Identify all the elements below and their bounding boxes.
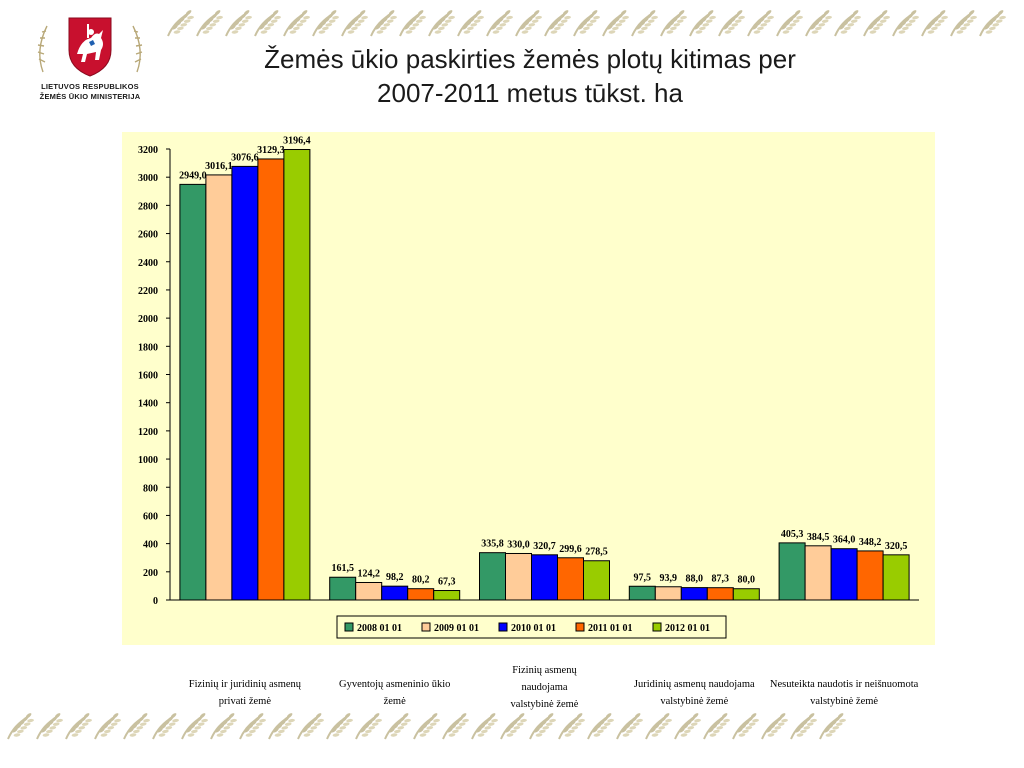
bar-2010-01-01-cat-0 (231, 165, 259, 601)
bar-2009-01-01-cat-3 (654, 586, 682, 601)
data-label: 405,3 (781, 529, 804, 540)
wheat-ornament-top (167, 10, 1006, 37)
data-label: 320,5 (885, 541, 908, 552)
legend-label: 2012 01 01 (665, 623, 710, 634)
bar-2008-01-01-cat-4 (778, 542, 806, 601)
data-label: 67,3 (438, 577, 456, 588)
legend-label: 2009 01 01 (434, 623, 479, 634)
coat-of-arms-icon (37, 17, 143, 77)
bar-2009-01-01-cat-1 (355, 581, 383, 601)
y-tick-label: 1600 (138, 371, 158, 382)
bar-2011-01-01-cat-0 (257, 158, 285, 601)
data-label: 80,0 (738, 575, 756, 586)
y-tick-label: 1200 (138, 427, 158, 438)
data-label: 2949,0 (179, 170, 207, 181)
legend-swatch (575, 622, 585, 632)
bar-2011-01-01-cat-2 (557, 557, 584, 601)
data-label: 3129,3 (257, 145, 285, 156)
y-tick-label: 3000 (138, 173, 158, 184)
data-label: 3016,1 (205, 161, 233, 172)
data-label: 364,0 (833, 535, 856, 546)
bar-2011-01-01-cat-4 (856, 550, 884, 601)
y-tick-label: 3200 (138, 145, 158, 156)
y-tick-label: 200 (143, 568, 158, 579)
category-label: Juridinių asmenų naudojama valstybinė žem… (633, 679, 755, 707)
bar-2009-01-01-cat-2 (505, 552, 532, 601)
data-label: 384,5 (807, 532, 830, 543)
bar-2010-01-01-cat-4 (830, 548, 858, 601)
bar-chart: 0 200 400 600 800 1000 1200 1400 1600 1800 2000 220… (138, 136, 919, 639)
logo-line-1: LIETUVOS RESPUBLIKOS (41, 82, 139, 91)
data-label: 88,0 (686, 574, 704, 585)
y-tick-label: 2600 (138, 230, 158, 241)
data-label: 278,5 (585, 547, 608, 558)
ministry-logo: LIETUVOS RESPUBLIKOS ŽEMĖS ŪKIO MINISTER… (25, 10, 155, 105)
data-label: 3196,4 (283, 136, 311, 147)
bar-2008-01-01-cat-0 (179, 183, 207, 601)
y-tick-label: 1400 (138, 399, 158, 410)
bar-2008-01-01-cat-3 (628, 585, 656, 601)
title-line-2: 2007-2011 metus tūkst. ha (377, 78, 683, 108)
y-tick-label: 2000 (138, 314, 158, 325)
category-label: Fizinių ir juridinių asmenų privati žemė (188, 679, 302, 707)
category-label: Nesuteikta naudotis ir neišnuomota valsty… (769, 679, 919, 707)
y-tick-label: 0 (153, 596, 158, 607)
y-tick-label: 2800 (138, 201, 158, 212)
y-tick-label: 400 (143, 540, 158, 551)
bar-2012-01-01-cat-2 (583, 560, 610, 601)
legend-swatch (652, 622, 662, 632)
data-label: 124,2 (357, 568, 380, 579)
bar-2011-01-01-cat-1 (407, 588, 435, 601)
data-label: 335,8 (481, 539, 504, 550)
legend-label: 2008 01 01 (357, 623, 402, 634)
y-tick-label: 2200 (138, 286, 158, 297)
bar-2011-01-01-cat-3 (706, 587, 734, 601)
data-label: 3076,6 (231, 152, 259, 163)
legend-swatch (344, 622, 354, 632)
bar-2008-01-01-cat-1 (329, 576, 357, 601)
data-label: 299,6 (559, 544, 582, 555)
data-label: 161,5 (331, 563, 354, 574)
data-label: 97,5 (634, 572, 652, 583)
legend-label: 2010 01 01 (511, 623, 556, 634)
bar-2012-01-01-cat-1 (433, 590, 461, 601)
bar-2012-01-01-cat-0 (283, 149, 311, 601)
data-label: 330,0 (507, 539, 530, 550)
data-label: 80,2 (412, 575, 430, 586)
data-label: 320,7 (533, 541, 556, 552)
wheat-ornament-bottom (7, 713, 846, 740)
data-label: 98,2 (386, 572, 404, 583)
bar-2012-01-01-cat-3 (732, 588, 760, 601)
bar-2009-01-01-cat-0 (205, 174, 233, 601)
category-label: Gyventojų asmeninio ūkio žemė (338, 679, 451, 707)
y-tick-label: 1800 (138, 342, 158, 353)
data-label: 93,9 (660, 573, 678, 584)
chart-area: 0 200 400 600 800 1000 1200 1400 1600 1800 2000 220… (122, 132, 935, 645)
title-line-1: Žemės ūkio paskirties žemės plotų kitima… (264, 44, 796, 74)
bar-2008-01-01-cat-2 (479, 552, 506, 601)
y-tick-label: 600 (143, 511, 158, 522)
y-tick-label: 1000 (138, 455, 158, 466)
bar-2010-01-01-cat-3 (680, 587, 708, 601)
bar-2010-01-01-cat-2 (531, 554, 558, 601)
bar-2009-01-01-cat-4 (804, 545, 832, 601)
legend-swatch (498, 622, 508, 632)
legend-label: 2011 01 01 (588, 623, 632, 634)
bar-2010-01-01-cat-1 (381, 585, 409, 601)
logo-line-2: ŽEMĖS ŪKIO MINISTERIJA (39, 92, 141, 101)
data-label: 87,3 (712, 574, 730, 585)
legend-swatch (421, 622, 431, 632)
chart-legend: 2008 01 01 2009 01 01 2010 01 01 2011 01 01… (336, 615, 727, 639)
y-tick-label: 2400 (138, 258, 158, 269)
y-tick-label: 800 (143, 483, 158, 494)
page-title: Žemės ūkio paskirties žemės plotų kitima… (150, 42, 910, 110)
data-label: 348,2 (859, 537, 882, 548)
bar-2012-01-01-cat-4 (882, 554, 910, 601)
category-label: Fizinių asmenų naudojama valstybinė žemė (510, 665, 579, 710)
